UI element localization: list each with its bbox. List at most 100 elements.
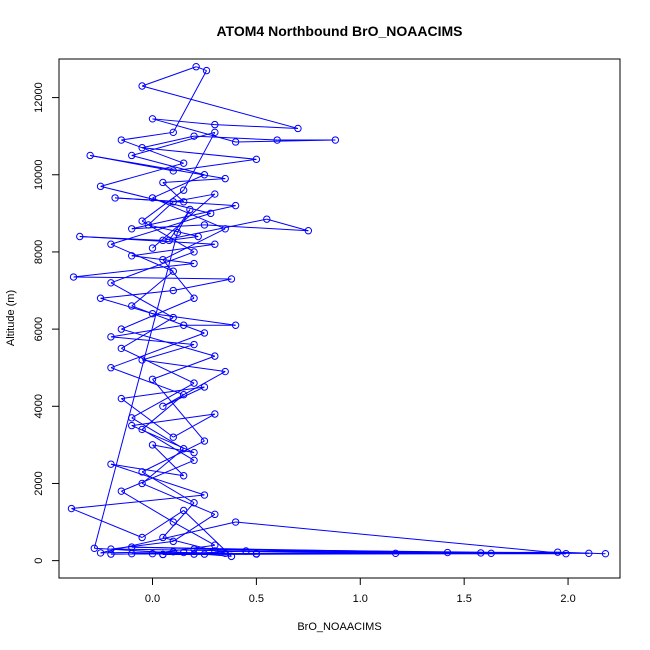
series-segment bbox=[141, 440, 205, 473]
y-tick-label: 2000 bbox=[33, 471, 45, 495]
data-point bbox=[148, 549, 157, 558]
data-point bbox=[179, 198, 188, 206]
data-point bbox=[202, 66, 211, 75]
series-segment bbox=[235, 139, 336, 143]
series-segment bbox=[141, 85, 299, 129]
series-segment bbox=[121, 398, 174, 438]
series-segment bbox=[152, 118, 236, 143]
data-point bbox=[117, 136, 126, 144]
series-segment bbox=[90, 154, 174, 172]
series-segment bbox=[173, 278, 232, 292]
data-point bbox=[477, 549, 485, 557]
series-segment bbox=[71, 494, 205, 510]
series-segment bbox=[141, 189, 184, 222]
data-point bbox=[273, 136, 281, 144]
series-segment bbox=[173, 521, 216, 546]
series-segment bbox=[152, 444, 185, 477]
data-point bbox=[128, 252, 136, 260]
data-point bbox=[96, 549, 105, 557]
series-segment bbox=[110, 282, 174, 318]
data-point bbox=[190, 340, 198, 349]
data-point bbox=[169, 286, 177, 295]
series-segment bbox=[152, 313, 236, 326]
data-point bbox=[86, 151, 94, 160]
data-point bbox=[169, 198, 177, 206]
data-point bbox=[179, 472, 188, 480]
series-segment bbox=[110, 336, 195, 346]
series-segment bbox=[131, 154, 205, 176]
x-tick-label: 2.0 bbox=[560, 593, 575, 605]
x-axis: 0.0 0.5 1.0 1.5 2.0 bbox=[145, 577, 576, 605]
data-point bbox=[148, 309, 157, 318]
series-segment bbox=[162, 371, 226, 407]
series-segment bbox=[204, 224, 309, 232]
series-segment bbox=[121, 317, 174, 349]
series-segment bbox=[121, 297, 195, 330]
data-point bbox=[211, 541, 219, 549]
series-segment bbox=[110, 324, 184, 338]
data-point bbox=[169, 128, 177, 137]
series-segment bbox=[110, 332, 205, 369]
series-segment bbox=[121, 347, 195, 384]
data-point bbox=[200, 221, 209, 229]
data-point bbox=[107, 333, 115, 341]
data-point bbox=[252, 155, 261, 164]
data-point bbox=[211, 128, 219, 137]
series-segment bbox=[141, 471, 195, 504]
data-point bbox=[190, 248, 198, 256]
series-segment bbox=[121, 459, 195, 492]
data-point bbox=[601, 549, 610, 558]
data-point bbox=[252, 550, 261, 558]
series-segment bbox=[152, 197, 226, 230]
series-segment bbox=[194, 135, 278, 141]
data-point bbox=[159, 178, 167, 187]
series-segment bbox=[121, 328, 215, 357]
data-point bbox=[190, 550, 198, 558]
data-point bbox=[179, 506, 188, 515]
data-point bbox=[107, 545, 115, 553]
series-segment bbox=[79, 236, 163, 241]
data-point bbox=[76, 232, 84, 241]
series-segment bbox=[141, 483, 216, 515]
data-point bbox=[128, 421, 136, 430]
series-segment bbox=[100, 290, 174, 299]
series-segment bbox=[162, 218, 267, 241]
data-point bbox=[242, 547, 250, 555]
x-tick-label: 0.0 bbox=[145, 593, 160, 605]
series-segment bbox=[131, 270, 174, 307]
series-segment bbox=[94, 547, 195, 555]
series-segment bbox=[214, 124, 298, 129]
data-point bbox=[173, 228, 182, 237]
data-point bbox=[138, 468, 146, 476]
data-point bbox=[148, 115, 157, 123]
series-segment bbox=[131, 305, 205, 334]
series-segment bbox=[110, 251, 195, 284]
series-segment bbox=[110, 243, 174, 272]
series-segment bbox=[110, 367, 184, 396]
series-segment bbox=[93, 232, 178, 549]
y-axis: 0 2000 4000 6000 8000 10000 12000 bbox=[33, 82, 60, 564]
data-point bbox=[138, 425, 146, 434]
data-point bbox=[107, 460, 115, 468]
series-segment bbox=[152, 174, 205, 199]
series-segment bbox=[73, 276, 232, 280]
x-tick-label: 0.5 bbox=[249, 593, 264, 605]
series-segment bbox=[73, 263, 195, 278]
series-segment bbox=[173, 158, 257, 172]
data-point bbox=[200, 383, 209, 391]
data-point bbox=[128, 302, 136, 310]
series-segment bbox=[141, 66, 197, 87]
data-point bbox=[138, 356, 146, 364]
series-segment bbox=[148, 201, 174, 226]
y-axis-label: Altitude (m) bbox=[5, 290, 17, 346]
data-point bbox=[190, 379, 198, 387]
data-point bbox=[179, 445, 188, 453]
data-point bbox=[443, 548, 452, 557]
series-segment bbox=[131, 131, 215, 156]
data-point bbox=[148, 244, 157, 252]
data-point bbox=[190, 259, 198, 268]
data-point bbox=[190, 132, 198, 140]
data-point bbox=[169, 518, 177, 526]
series-segment bbox=[141, 220, 195, 253]
data-point bbox=[294, 124, 302, 133]
